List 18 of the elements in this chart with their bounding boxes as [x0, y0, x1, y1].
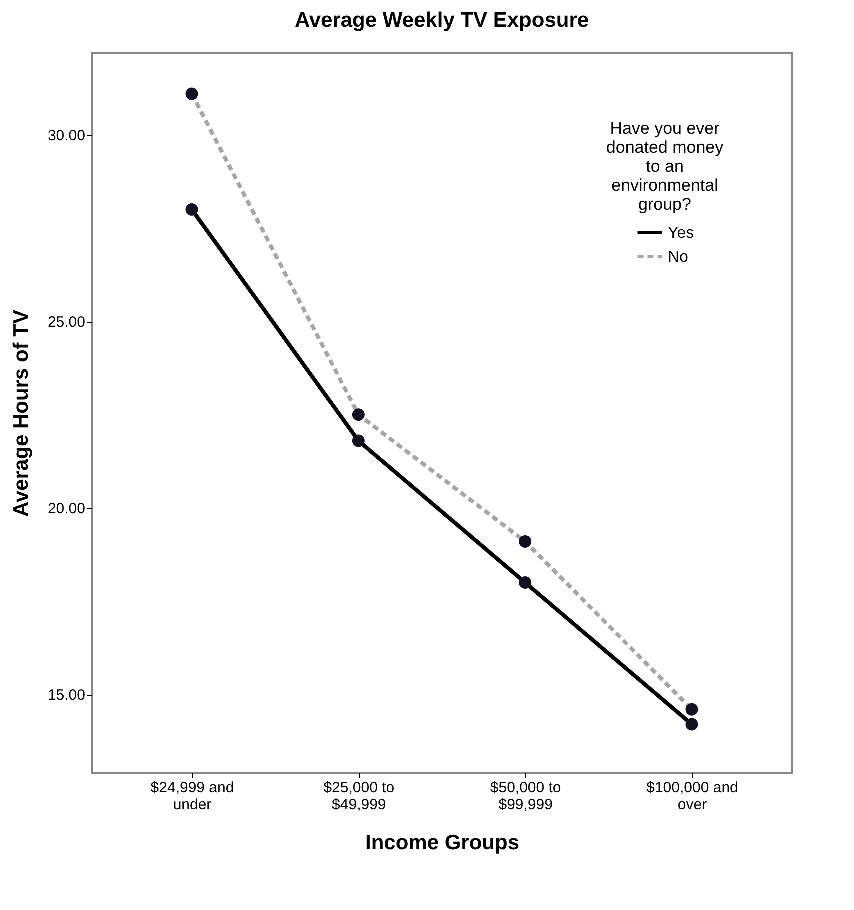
point — [686, 718, 698, 731]
x-tick-label: $24,999 and under — [150, 780, 234, 814]
y-axis-title: Average Hours of TV — [10, 310, 33, 517]
legend-label: Yes — [668, 225, 694, 242]
x-tick-label: $50,000 to $99,999 — [490, 780, 562, 814]
point — [519, 576, 532, 589]
legend-title: Have you ever donated money to an environmental group? — [606, 119, 724, 214]
chart-title: Average Weekly TV Exposure — [294, 9, 590, 32]
y-tick-label: 20.00 — [48, 500, 86, 518]
y-tick-label: 15.00 — [48, 687, 86, 704]
point — [352, 434, 365, 448]
y-tick-label: 30.00 — [48, 128, 86, 145]
x-tick-label: $100,000 and over — [646, 780, 738, 814]
legend-label: No — [668, 249, 689, 266]
x-tick-label: $25,000 to $49,999 — [324, 780, 395, 814]
y-tick-label: 25.00 — [48, 314, 86, 332]
x-axis-title: Income Groups — [365, 832, 520, 854]
point — [186, 203, 198, 216]
